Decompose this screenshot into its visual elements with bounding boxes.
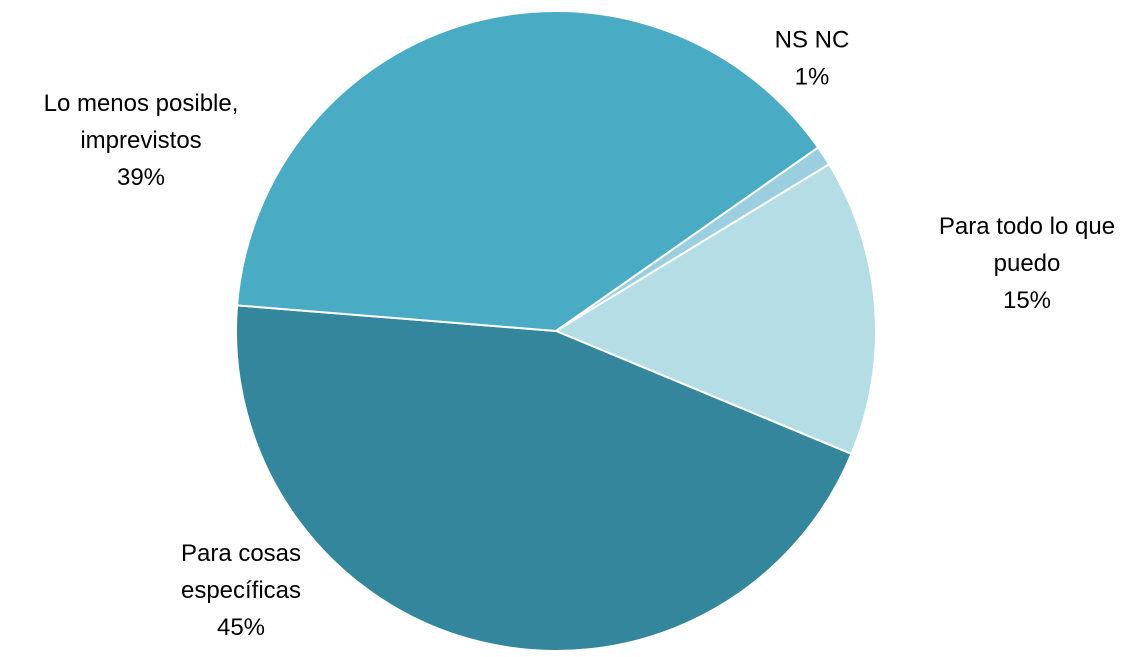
data-label-1: Para todo lo que puedo 15%	[939, 213, 1115, 314]
data-label-0: NS NC 1%	[775, 27, 850, 91]
data-label-category: Para cosas	[181, 540, 301, 567]
data-label-2: Para cosas específicas 45%	[181, 540, 301, 641]
pie-slice-2	[235, 304, 853, 652]
data-label-percent: 45%	[217, 614, 265, 641]
data-label-category: Para todo lo que	[939, 213, 1115, 240]
data-label-category: puedo	[994, 250, 1061, 277]
data-label-percent: 1%	[795, 64, 830, 91]
data-label-percent: 15%	[1003, 287, 1051, 314]
pie-slice-3	[236, 10, 820, 332]
slices-layer	[235, 10, 877, 652]
data-label-3: Lo menos posible, imprevistos 39%	[44, 90, 239, 191]
data-label-percent: 39%	[117, 164, 165, 191]
data-label-category: Lo menos posible,	[44, 90, 239, 117]
labels-layer: NS NC 1% Para todo lo que puedo 15% Para cosa…	[44, 27, 1115, 642]
data-label-category: imprevistos	[80, 127, 201, 154]
pie-slice-1	[555, 163, 877, 455]
data-label-category: NS NC	[775, 27, 850, 54]
data-label-category: específicas	[181, 577, 301, 604]
